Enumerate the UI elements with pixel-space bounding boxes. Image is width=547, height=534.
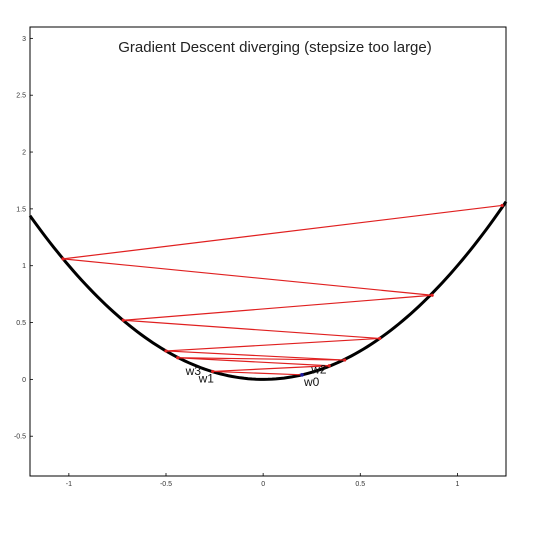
chart-title: Gradient Descent diverging (stepsize too… [118,39,432,56]
axis-ticks: -1 -0.5 0 0.5 1 -0.5 0 0.5 1 1.5 2 2.5 3 [14,36,460,488]
gradient-step-point [300,373,304,377]
x-tick-label: 1 [455,481,459,488]
gradient-step-segment [177,357,345,361]
point-labels-layer: w0 w1 w2 w3 [185,363,327,389]
gradient-step-segment [212,365,330,373]
gradient-step-point [378,336,382,341]
point-label-w3: w3 [185,364,202,378]
gradient-step-point [500,203,504,208]
y-tick-label: 3 [22,36,26,43]
y-tick-label: 0.5 [16,320,26,327]
parabola-layer [28,200,508,381]
gradient-step-segment [62,204,503,260]
gradient-step-segment [123,294,433,321]
x-tick-label: -0.5 [160,481,172,488]
gradient-step-segment [177,357,330,367]
x-tick-label: 0.5 [355,481,365,488]
y-tick-label: 1 [22,263,26,270]
point-label-w2: w2 [310,363,327,377]
y-tick-label: 2.5 [16,93,26,100]
gradient-step-segment [123,319,380,340]
gradient-step-point [164,349,168,353]
plot-frame [29,26,507,477]
y-tick-label: -0.5 [14,434,26,441]
gradient-steps-layer [61,203,504,377]
gradient-step-point [211,369,215,374]
x-tick-label: 0 [261,481,265,488]
gradient-step-point [121,318,125,322]
gradient-step-point [327,364,331,368]
gradient-step-segment [212,370,303,376]
y-tick-label: 0 [22,377,26,384]
gradient-step-point [343,358,347,362]
gradient-step-segment [165,350,345,361]
gradient-step-segment [62,258,433,296]
parabola-curve [28,200,508,381]
point-label-w0: w0 [303,375,320,389]
gradient-step-point [176,356,180,360]
y-tick-label: 2 [22,150,26,157]
gradient-step-point [61,257,65,261]
gradient-step-point [430,293,434,297]
gradient-step-segment [165,337,380,352]
point-label-w1: w1 [198,371,215,385]
x-tick-label: -1 [66,481,72,488]
y-tick-label: 1.5 [16,206,26,213]
